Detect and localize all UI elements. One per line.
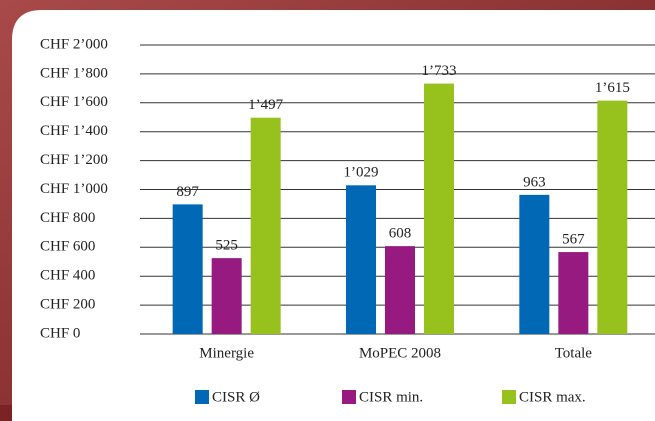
- y-tick-label: CHF 1’000: [40, 181, 108, 197]
- value-label: 567: [562, 232, 585, 248]
- value-label: 1’029: [344, 165, 379, 181]
- y-tick-label: CHF 600: [40, 239, 95, 255]
- y-tick-label: CHF 0: [40, 325, 80, 341]
- value-label: 1’733: [422, 63, 457, 79]
- y-tick-label: CHF 1’600: [40, 94, 108, 110]
- bar: [172, 204, 203, 334]
- background-edge: [0, 405, 12, 421]
- y-tick-label: CHF 2’000: [40, 36, 108, 52]
- legend-swatch: [502, 390, 516, 404]
- bar: [385, 246, 415, 334]
- x-tick-label: Totale: [555, 345, 593, 361]
- bar: [424, 83, 454, 334]
- x-tick-label: Minergie: [199, 345, 254, 361]
- value-label: 608: [389, 226, 412, 242]
- legend-swatch: [195, 390, 209, 404]
- x-tick-label: MoPEC 2008: [359, 345, 441, 361]
- bar: [597, 100, 628, 334]
- legend-label: CISR Ø: [212, 389, 260, 405]
- value-label: 1’497: [248, 97, 283, 113]
- bar: [346, 185, 376, 334]
- legend-swatch: [342, 390, 356, 404]
- y-tick-label: CHF 1’800: [40, 65, 108, 81]
- y-tick-label: CHF 1’200: [40, 152, 108, 168]
- y-tick-label: CHF 400: [40, 268, 95, 284]
- bar: [519, 194, 550, 334]
- y-tick-label: CHF 1’400: [40, 123, 108, 139]
- value-label: 897: [176, 184, 199, 200]
- y-tick-label: CHF 800: [40, 210, 95, 226]
- card-bottom: [0, 405, 655, 421]
- value-label: 1’615: [595, 80, 630, 96]
- bar: [211, 258, 242, 334]
- bar: [250, 117, 281, 334]
- legend-label: CISR min.: [359, 389, 423, 405]
- value-label: 525: [215, 238, 238, 254]
- value-label: 963: [523, 174, 546, 190]
- y-tick-label: CHF 200: [40, 297, 95, 313]
- legend-label: CISR max.: [519, 389, 586, 405]
- bar: [558, 252, 589, 334]
